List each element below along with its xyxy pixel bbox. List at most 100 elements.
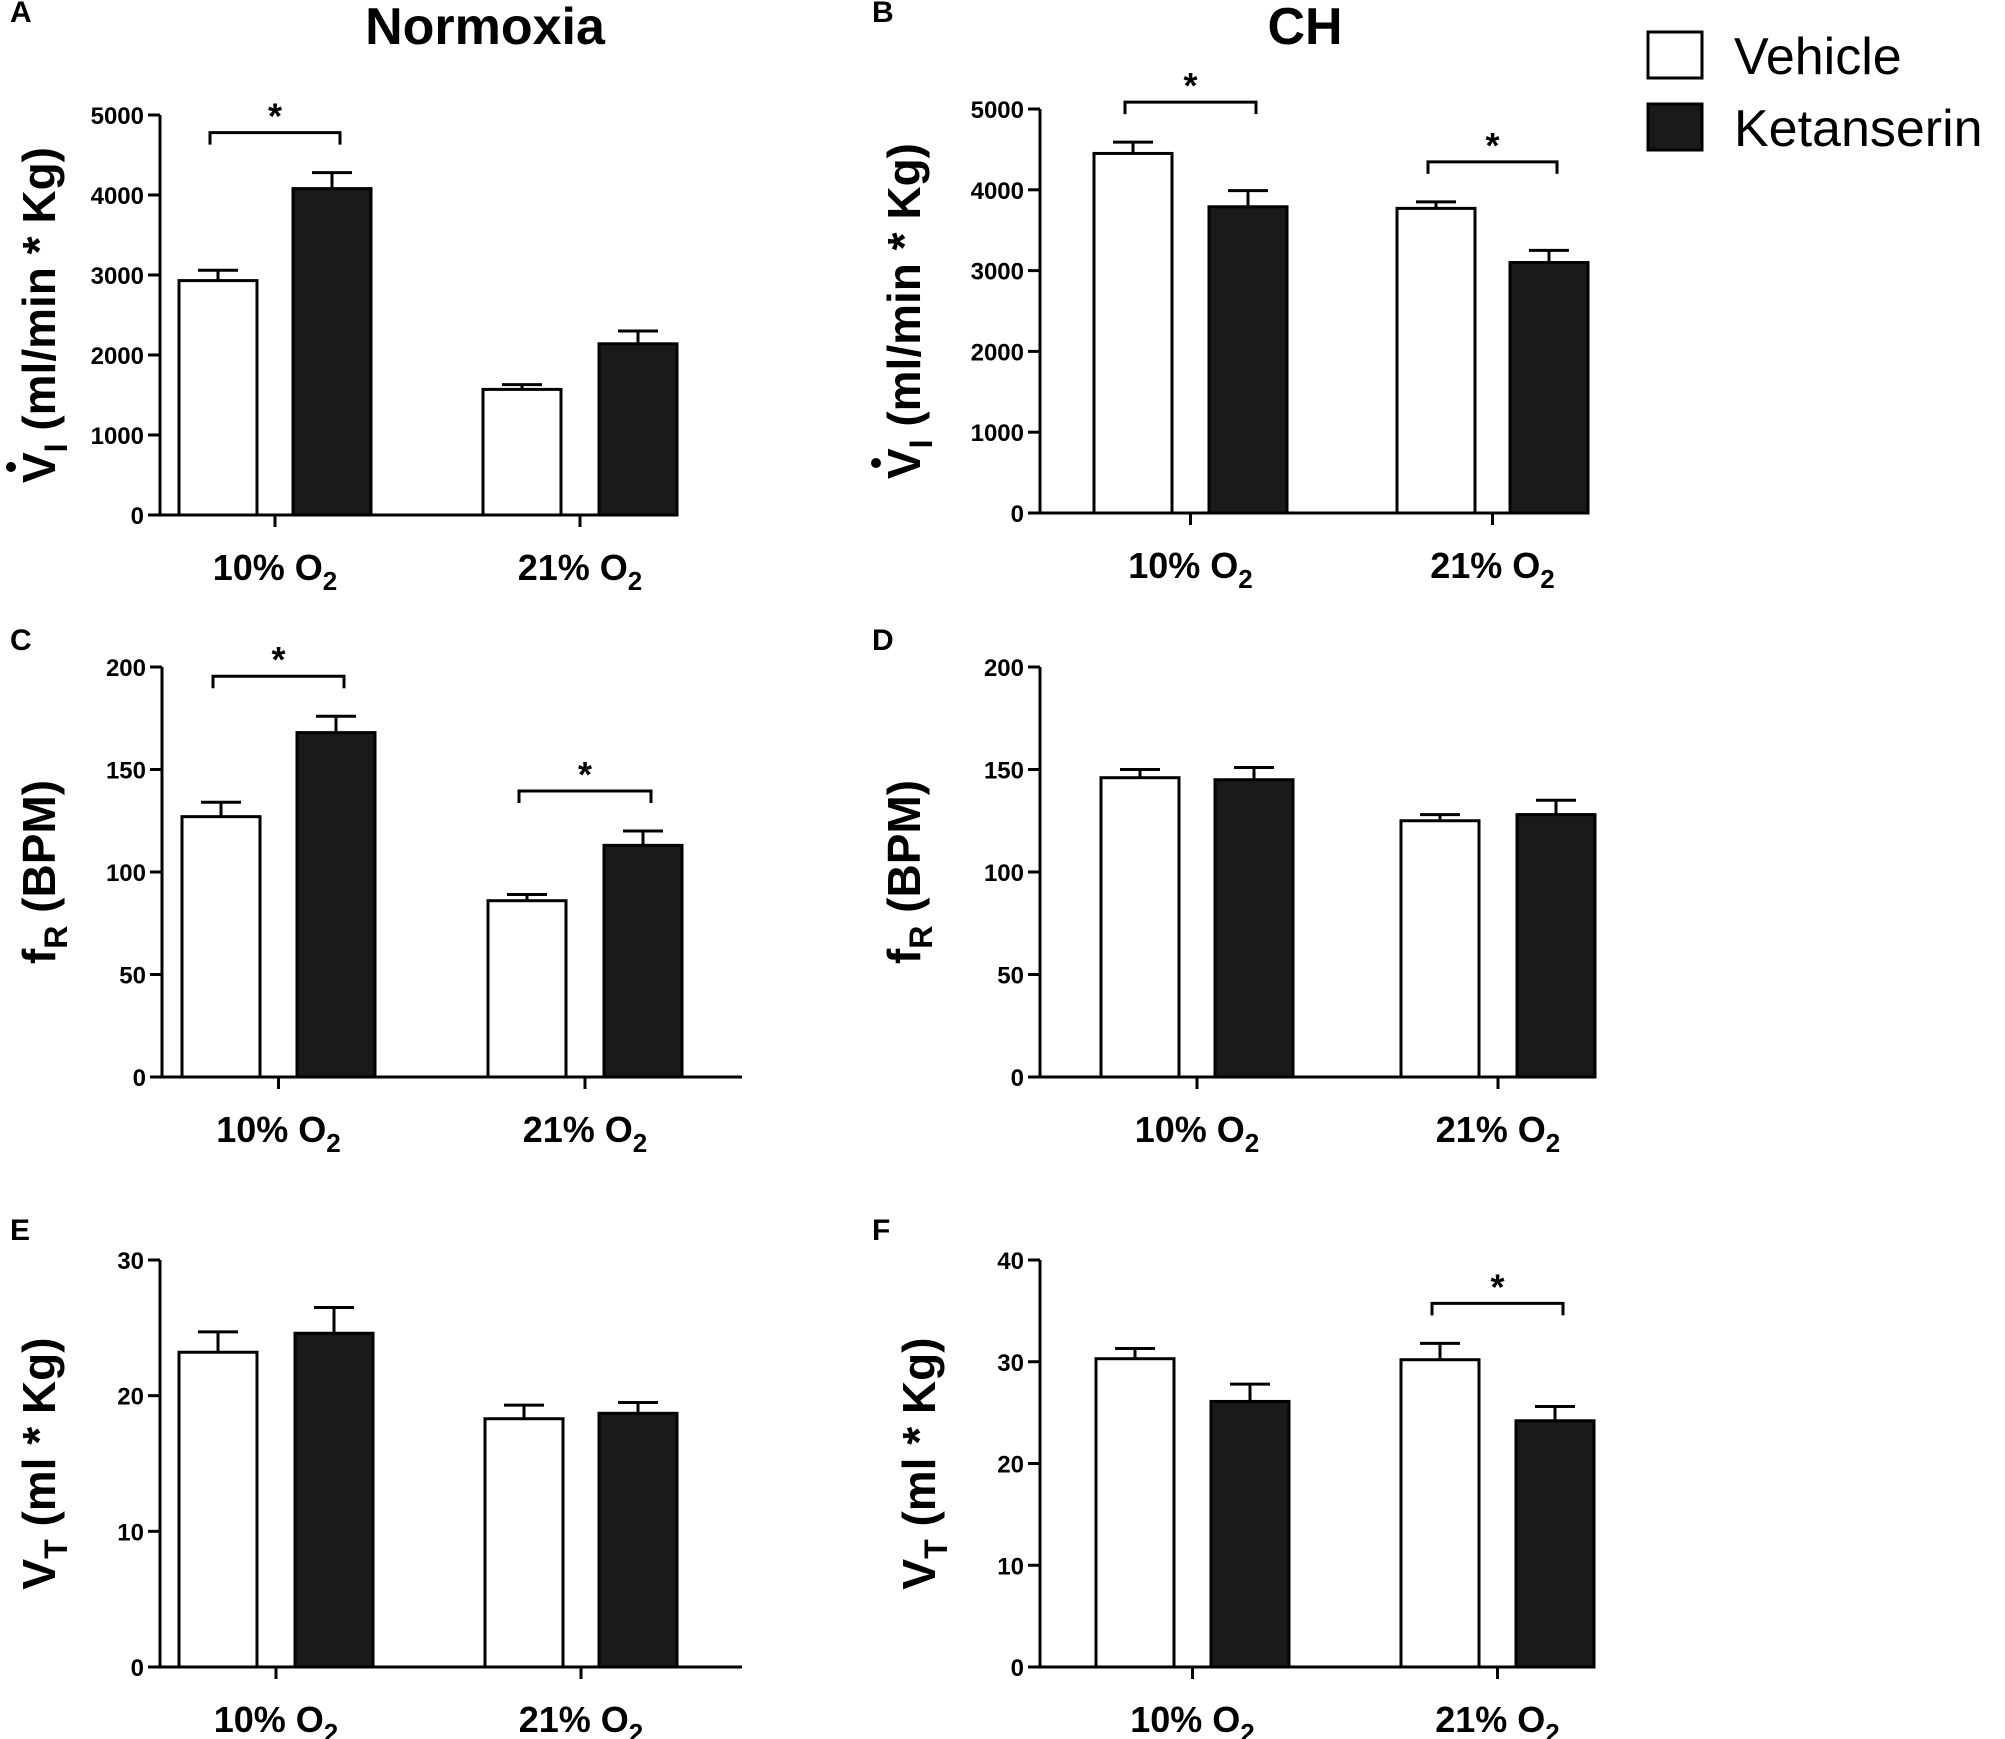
bar-ketanserin-1 [1508, 261, 1590, 515]
y-axis-label-main: f [13, 948, 65, 964]
y-axis-label: VI (ml/min * Kg) [13, 147, 74, 483]
x-tick-label: 21% O2 [518, 547, 643, 596]
y-axis-label-main: f [878, 948, 930, 964]
x-tick-label-text: 21% O [518, 547, 628, 588]
y-axis-label: VT (ml * Kg) [13, 1337, 74, 1589]
bar-vehicle-0 [177, 279, 259, 517]
y-tick-label: 10 [997, 1553, 1024, 1580]
y-tick-label: 0 [1011, 1065, 1024, 1092]
y-axis-label: VI (ml/min * Kg) [878, 143, 939, 479]
y-tick-label: 4000 [971, 178, 1024, 205]
y-tick-label: 200 [106, 655, 146, 682]
y-tick-label: 0 [1011, 1655, 1024, 1682]
y-tick-label: 200 [984, 655, 1024, 682]
significance-bracket [1426, 160, 1559, 174]
y-axis-label: fR (BPM) [878, 780, 939, 964]
x-tick-label: 10% O2 [214, 1699, 339, 1739]
x-tick-label-text: 10% O [1128, 545, 1238, 586]
y-axis-label-subscript: I [903, 439, 939, 448]
panel-b: B 0 1000 2000 3000 4000 5000 VI (ml/min * Kg) 10… [871, 0, 1590, 594]
y-axis-label-subscript: I [38, 443, 74, 452]
y-tick-label: 150 [984, 758, 1024, 785]
column-title-normoxia: Normoxia [365, 0, 606, 56]
x-tick-label: 10% O2 [1130, 1699, 1255, 1739]
y-axis-label: fR (BPM) [13, 780, 74, 964]
y-axis-label-main: V [893, 1559, 945, 1590]
bar-ketanserin-0 [1207, 205, 1289, 515]
bar-ketanserin-1 [597, 1411, 679, 1669]
bar-vehicle-0 [180, 815, 262, 1079]
y-axis-label-subscript: R [903, 926, 939, 949]
y-tick-label: 30 [117, 1248, 144, 1275]
x-tick-label-text: 21% O [1436, 1109, 1546, 1150]
bar-vehicle-1 [486, 899, 568, 1079]
y-axis-label-main: V [13, 1559, 65, 1590]
y-axis-label-units: (ml * Kg) [13, 1337, 65, 1539]
x-tick-label-subscript: 2 [324, 1718, 338, 1739]
y-tick-label: 3000 [971, 259, 1024, 286]
y-axis-label-dot [6, 462, 16, 473]
panel-label-c: C [10, 624, 32, 657]
x-tick-label: 21% O2 [519, 1699, 644, 1739]
x-tick-label-text: 10% O [213, 547, 323, 588]
bar-ketanserin-0 [1213, 778, 1295, 1079]
bar-ketanserin-0 [293, 1331, 375, 1669]
x-tick-label-subscript: 2 [1238, 564, 1252, 594]
x-tick-label: 21% O2 [1430, 545, 1555, 594]
y-axis-label-units: (ml/min * Kg) [13, 147, 65, 443]
y-tick-label: 20 [117, 1384, 144, 1411]
y-tick-label: 0 [131, 1655, 144, 1682]
column-title-ch: CH [1267, 0, 1342, 56]
bar-vehicle-1 [1399, 1358, 1481, 1669]
significance-star: * [1183, 65, 1197, 106]
x-tick-label-text: 21% O [1435, 1699, 1545, 1739]
bar-ketanserin-1 [602, 843, 684, 1079]
panel-label-d: D [872, 624, 894, 657]
y-tick-label: 20 [997, 1452, 1024, 1479]
y-tick-label: 0 [133, 1065, 146, 1092]
y-tick-label: 50 [119, 963, 146, 990]
x-tick-label: 10% O2 [1135, 1109, 1260, 1158]
significance-star: * [268, 96, 282, 137]
y-tick-label: 3000 [91, 263, 144, 290]
significance-star: * [1485, 125, 1499, 166]
x-tick-label-subscript: 2 [323, 566, 337, 596]
y-tick-label: 1000 [971, 420, 1024, 447]
panel-label-a: A [10, 0, 32, 29]
significance-bracket [211, 674, 346, 689]
x-tick-label: 21% O2 [523, 1109, 648, 1158]
panel-a: A 0 1000 2000 3000 4000 5000 VI (ml/min * Kg) 10… [6, 0, 679, 596]
y-axis-label-units: (BPM) [878, 780, 930, 926]
bar-ketanserin-0 [1209, 1399, 1291, 1669]
x-tick-label-subscript: 2 [629, 1718, 643, 1739]
y-axis-label-subscript: R [38, 926, 74, 949]
legend-swatch-vehicle [1646, 30, 1704, 80]
bar-ketanserin-0 [291, 187, 373, 517]
panel-label-b: B [872, 0, 894, 29]
y-tick-label: 5000 [971, 97, 1024, 124]
y-axis-label: VT (ml * Kg) [893, 1337, 954, 1589]
y-axis-label-units: (ml * Kg) [893, 1337, 945, 1539]
x-tick-label: 21% O2 [1436, 1109, 1561, 1158]
x-tick-label-text: 21% O [523, 1109, 633, 1150]
x-tick-label-text: 10% O [216, 1109, 326, 1150]
panel-label-e: E [10, 1214, 30, 1247]
significance-star: * [578, 754, 592, 795]
x-tick-label: 21% O2 [1435, 1699, 1560, 1739]
x-tick-label: 10% O2 [1128, 545, 1253, 594]
x-tick-label-subscript: 2 [1240, 1718, 1254, 1739]
bar-vehicle-1 [1399, 819, 1481, 1079]
legend-label-ketanserin: Ketanserin [1734, 100, 1983, 158]
y-tick-label: 1000 [91, 423, 144, 450]
x-tick-label: 10% O2 [213, 547, 338, 596]
legend-label-vehicle: Vehicle [1734, 28, 1902, 86]
x-tick-label-text: 10% O [1135, 1109, 1245, 1150]
significance-star: * [271, 639, 285, 680]
x-tick-label-text: 21% O [519, 1699, 629, 1739]
bar-vehicle-0 [1099, 776, 1181, 1079]
x-tick-label-subscript: 2 [1245, 1128, 1259, 1158]
